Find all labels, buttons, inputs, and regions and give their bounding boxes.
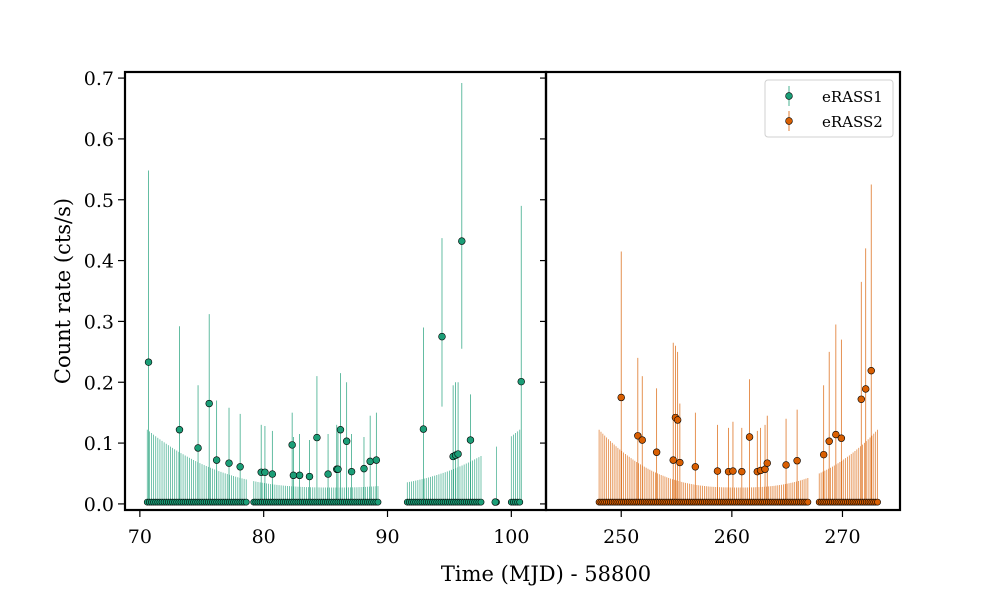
x-tick-label: 250 — [603, 526, 639, 548]
legend-entry-erass1: eRASS1 — [785, 86, 883, 106]
x-tick-label: 260 — [714, 526, 750, 548]
series-erass2 — [595, 184, 881, 506]
data-point — [516, 498, 524, 506]
data-point — [729, 467, 737, 475]
series-erass1 — [143, 82, 525, 506]
data-point — [673, 416, 682, 424]
data-point — [372, 456, 381, 464]
data-point — [804, 498, 812, 506]
data-point — [144, 358, 153, 366]
data-point — [261, 468, 269, 476]
data-point — [466, 436, 475, 444]
legend-marker-erass2 — [785, 117, 793, 125]
data-point — [837, 434, 846, 442]
data-point — [458, 237, 466, 245]
data-point — [874, 498, 881, 506]
legend-label-erass2: eRASS2 — [822, 113, 883, 131]
y-tick-label: 0.7 — [84, 68, 114, 90]
data-point — [825, 437, 833, 445]
data-point — [360, 464, 368, 473]
data-point — [268, 470, 277, 478]
data-point — [242, 498, 250, 506]
data-point — [669, 456, 677, 464]
data-point — [194, 444, 202, 452]
legend-entry-erass2: eRASS2 — [785, 111, 883, 131]
y-tick-label: 0.0 — [84, 494, 114, 516]
data-point — [336, 426, 345, 434]
data-point — [832, 430, 840, 439]
legend-label-erass1: eRASS1 — [822, 88, 883, 106]
data-point — [491, 498, 499, 506]
legend: eRASS1 eRASS2 — [764, 79, 894, 138]
data-point — [212, 456, 221, 464]
data-point — [334, 465, 342, 473]
data-point — [652, 448, 661, 456]
data-point — [477, 498, 485, 506]
data-point — [347, 467, 356, 476]
data-point — [782, 461, 790, 469]
data-point — [454, 450, 462, 458]
x-tick-label: 80 — [252, 526, 276, 548]
data-point — [763, 459, 771, 467]
data-point — [638, 436, 646, 444]
x-tick-label: 270 — [824, 526, 860, 548]
panel-frame — [123, 70, 548, 512]
data-point — [175, 426, 184, 434]
data-point — [819, 450, 828, 459]
data-point — [793, 457, 801, 465]
data-point — [342, 437, 351, 445]
panel-1: 0.0 0.1 0.2 0.3 0.4 0.5 0.6 0.7 70 80 90 100 — [84, 68, 548, 548]
data-point — [745, 433, 754, 441]
legend-marker-erass1 — [785, 92, 793, 100]
data-point — [324, 470, 332, 478]
legend-frame — [764, 79, 894, 138]
data-point — [862, 385, 870, 393]
panel-frame — [544, 70, 902, 512]
x-tick-label: 100 — [493, 526, 529, 548]
y-axis-label: Count rate (cts/s) — [51, 198, 75, 384]
y-tick-label: 0.1 — [84, 433, 114, 455]
data-point — [205, 399, 213, 408]
data-point — [419, 425, 428, 433]
data-point — [634, 432, 642, 440]
y-tick-label: 0.4 — [84, 251, 114, 273]
data-point — [713, 467, 722, 475]
data-point — [305, 472, 314, 481]
data-point — [366, 457, 374, 466]
data-point — [225, 459, 233, 467]
y-tick-label: 0.6 — [84, 129, 114, 151]
data-point — [738, 467, 746, 476]
data-point — [236, 463, 244, 471]
x-tick-label: 70 — [128, 526, 152, 548]
data-point — [289, 471, 298, 480]
data-point — [676, 458, 684, 467]
y-tick-label: 0.2 — [84, 372, 114, 394]
data-point — [617, 393, 625, 402]
data-point — [288, 441, 296, 449]
y-tick-label: 0.5 — [84, 190, 114, 212]
panel-2: 250 260 270 — [540, 70, 902, 548]
x-tick-label: 90 — [375, 526, 399, 548]
x-axis-label: Time (MJD) - 58800 — [441, 562, 651, 586]
data-point — [517, 377, 525, 386]
data-point — [867, 366, 875, 375]
data-point — [438, 332, 446, 341]
data-point — [374, 498, 382, 506]
data-point — [857, 395, 865, 403]
data-point — [691, 463, 700, 471]
chart-panels: 0.00.10.20.30.40.50.60.770 80 90 100 250 260 2… — [84, 68, 902, 548]
data-point — [295, 471, 304, 480]
data-point — [313, 433, 321, 442]
y-tick-label: 0.3 — [84, 311, 114, 333]
data-point — [761, 465, 769, 473]
